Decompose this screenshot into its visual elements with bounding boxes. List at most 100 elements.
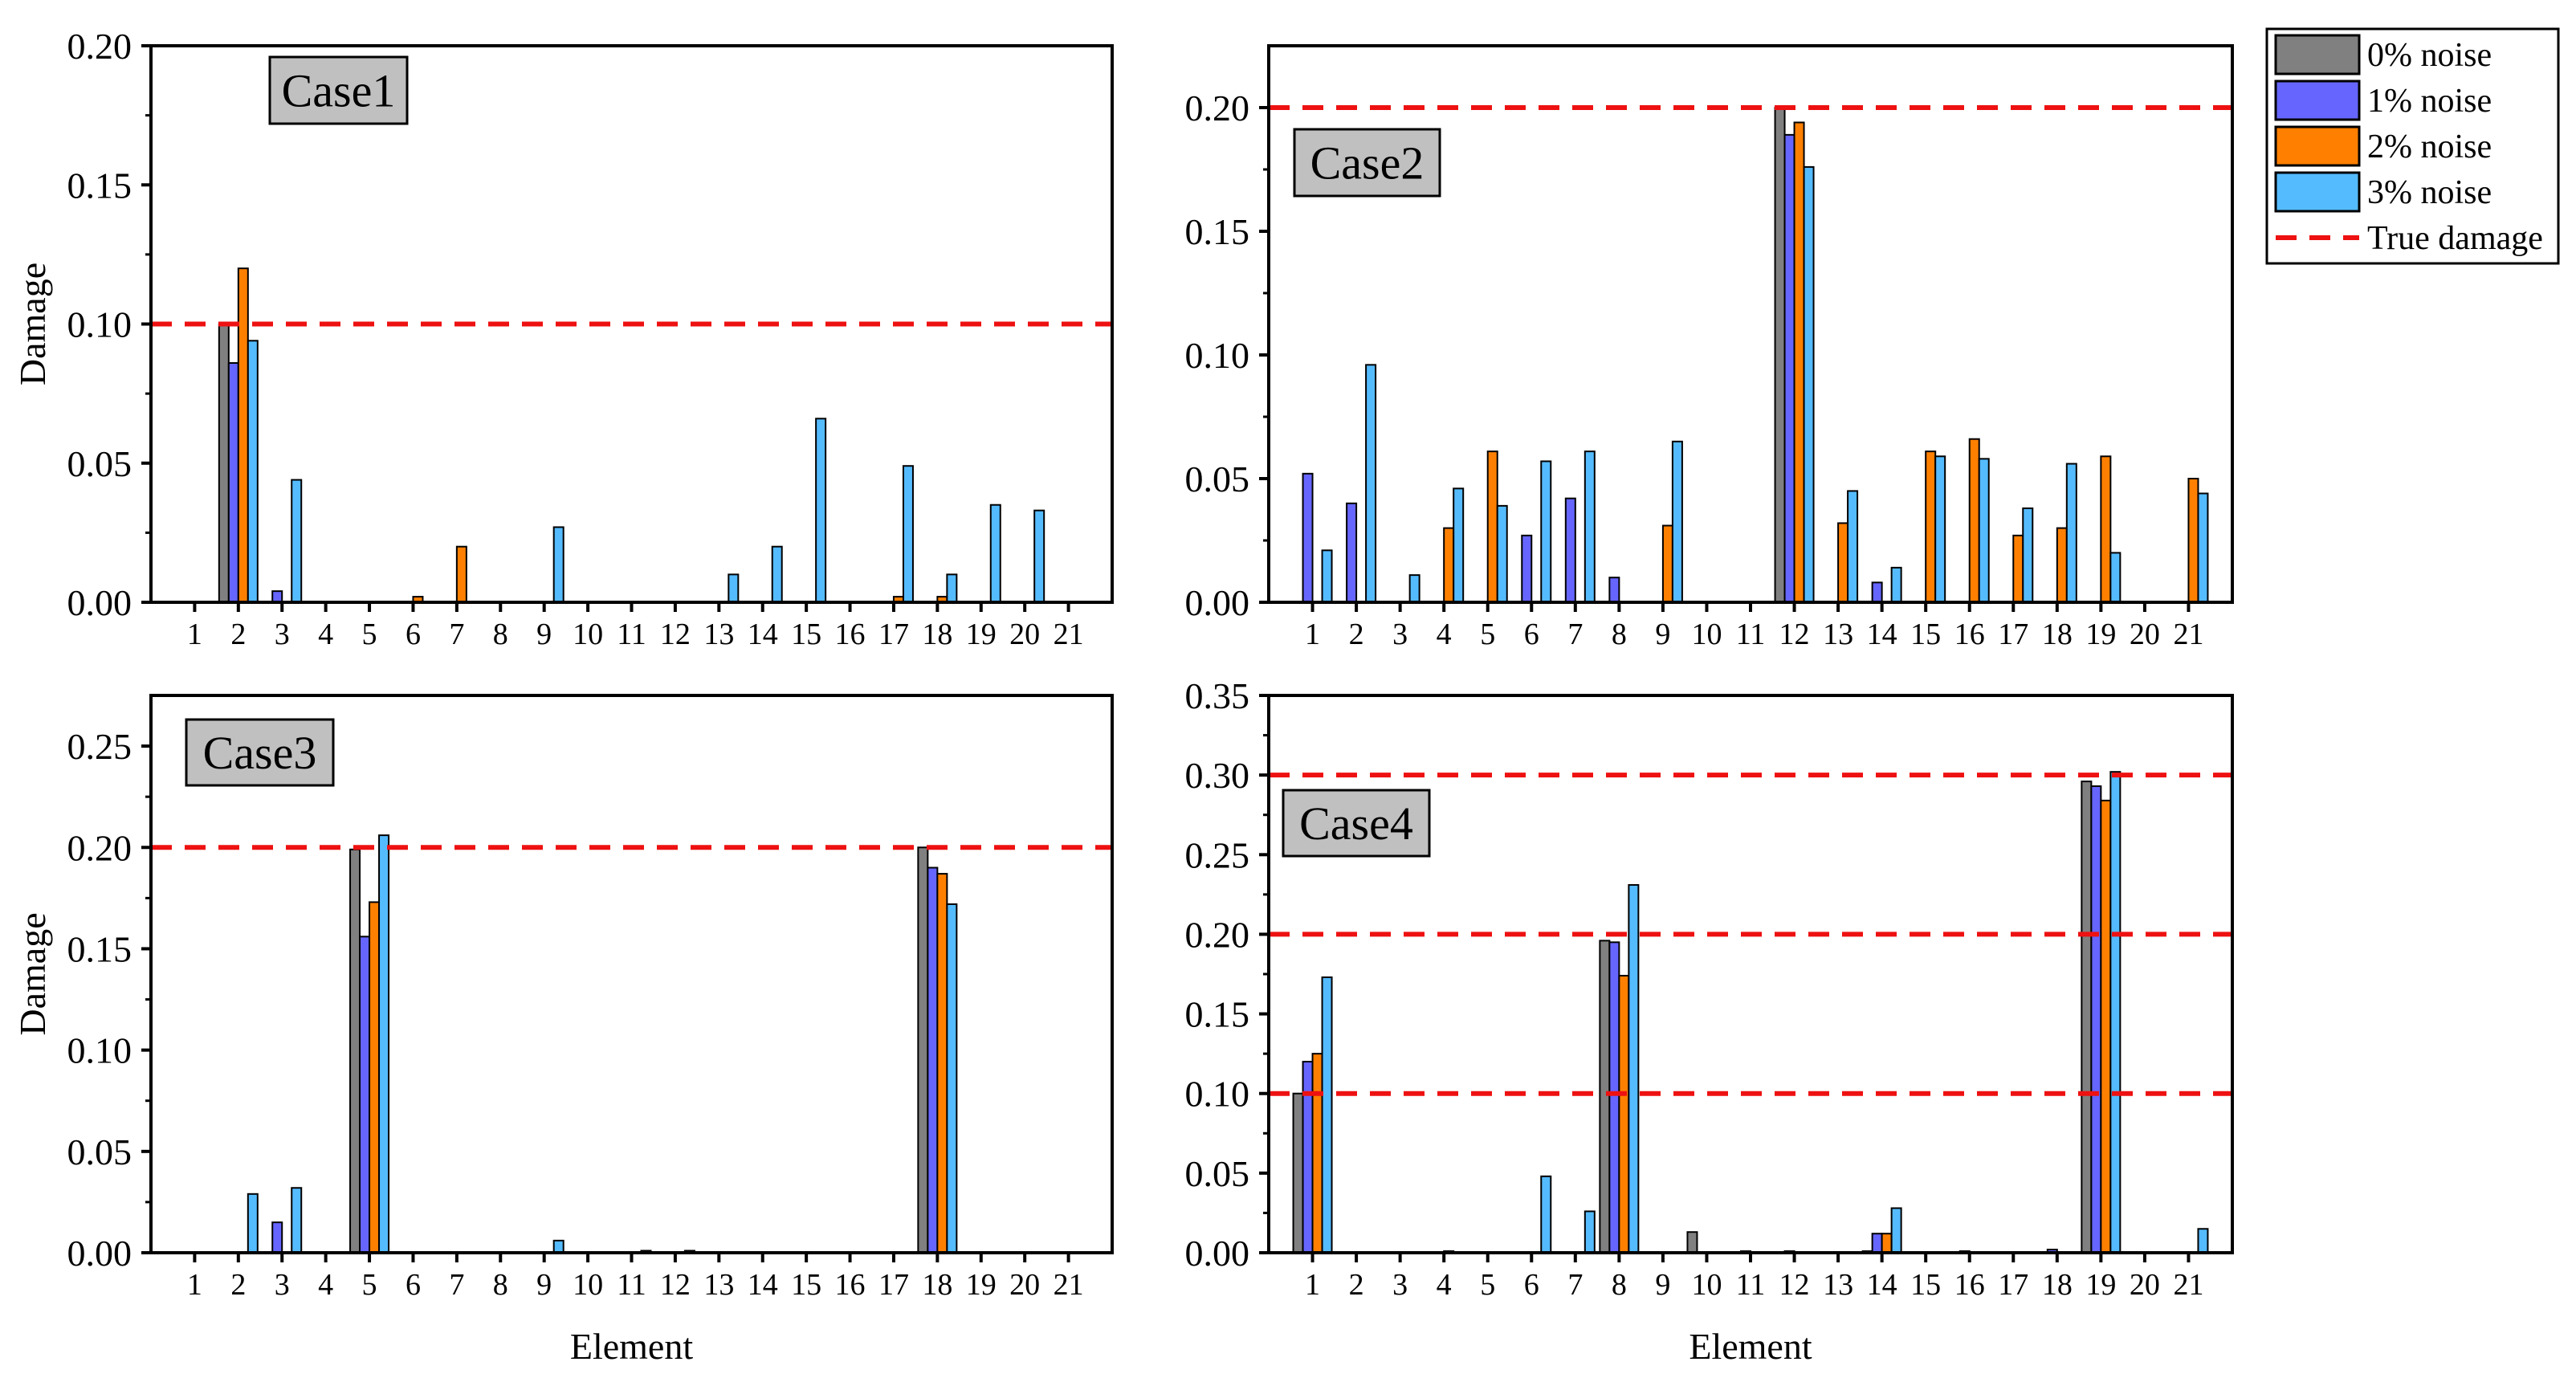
bar-case2-s2-e4: [1443, 527, 1455, 603]
bar-case1-s3-e19: [989, 504, 1001, 603]
x-tick-label: 15: [1910, 1268, 1941, 1302]
bar-case1-s3-e20: [1033, 509, 1045, 604]
x-tick-label: 13: [703, 618, 734, 651]
x-tick-label: 8: [493, 1268, 508, 1302]
legend-swatch-1: [2274, 80, 2361, 121]
x-axis-label: Element: [1689, 1326, 1812, 1367]
bar-case1-s2-e7: [455, 545, 467, 604]
y-tick-label: 0.20: [1185, 88, 1250, 128]
bar-case2-s2-e16: [1968, 438, 1980, 603]
bar-case2-s1-e2: [1346, 502, 1358, 603]
y-tick-label: 0.00: [67, 1233, 132, 1274]
bar-case2-s2-e18: [2056, 527, 2068, 603]
legend-swatch-3: [2274, 171, 2361, 213]
y-tick-label: 0.20: [1185, 914, 1250, 955]
x-tick-label: 3: [1392, 1268, 1408, 1302]
bar-case2-s1-e8: [1608, 577, 1620, 604]
x-tick-label: 14: [1867, 618, 1897, 651]
y-tick-label: 0.15: [1185, 994, 1250, 1035]
bar-case2-s2-e9: [1661, 524, 1673, 604]
x-tick-label: 13: [1823, 1268, 1853, 1302]
x-tick-label: 18: [922, 1268, 952, 1302]
bar-case4-s1-e8: [1608, 941, 1620, 1254]
bar-case2-s3-e9: [1671, 440, 1683, 603]
y-tick-label: 0.00: [1185, 1233, 1250, 1274]
x-tick-label: 11: [1736, 618, 1766, 651]
x-tick-label: 4: [1437, 618, 1452, 651]
bar-case1-s3-e2: [247, 340, 259, 603]
bar-case2-s2-e15: [1925, 451, 1937, 603]
x-tick-label: 21: [2173, 618, 2203, 651]
x-tick-label: 11: [617, 1268, 646, 1302]
bar-case4-s0-e1: [1292, 1092, 1304, 1254]
bar-case4-s3-e8: [1628, 883, 1640, 1254]
x-tick-label: 16: [835, 618, 866, 651]
bar-case3-s2-e18: [936, 873, 948, 1254]
bar-case2-s3-e14: [1890, 566, 1902, 604]
bar-case1-s3-e3: [291, 479, 303, 603]
bar-case2-s3-e21: [2197, 492, 2209, 603]
y-tick-label: 0.05: [67, 1131, 132, 1172]
x-tick-label: 10: [573, 618, 603, 651]
legend-label-2: 2% noise: [2367, 128, 2492, 165]
bar-case2-s2-e17: [2012, 534, 2024, 604]
bar-case2-s3-e17: [2022, 507, 2034, 604]
x-tick-label: 19: [966, 618, 997, 651]
x-tick-label: 21: [1054, 1268, 1084, 1302]
x-tick-label: 21: [2173, 1268, 2203, 1302]
x-tick-label: 3: [1392, 618, 1408, 651]
case-title: Case2: [1310, 137, 1425, 190]
x-tick-label: 9: [536, 618, 552, 651]
bar-case1-s3-e9: [552, 526, 565, 604]
bar-case1-s3-e15: [815, 418, 827, 603]
bar-case2-s2-e19: [2100, 455, 2112, 604]
x-tick-label: 18: [922, 618, 952, 651]
y-tick-label: 0.35: [1185, 675, 1250, 716]
x-tick-label: 19: [2085, 618, 2116, 651]
x-tick-label: 2: [1349, 1268, 1364, 1302]
x-tick-label: 6: [406, 1268, 421, 1302]
bar-case2-s3-e2: [1365, 364, 1377, 603]
bar-case2-s2-e5: [1486, 451, 1498, 603]
bar-case4-s2-e8: [1618, 974, 1630, 1254]
x-tick-label: 7: [1567, 1268, 1583, 1302]
bar-case2-s3-e16: [1978, 458, 1990, 603]
x-tick-label: 14: [748, 618, 778, 651]
x-tick-label: 7: [449, 618, 464, 651]
legend-swatch-2: [2274, 125, 2361, 167]
x-axis-label: Element: [570, 1326, 693, 1367]
case-title-box: [268, 55, 409, 125]
x-tick-label: 1: [187, 618, 202, 651]
bar-case3-s1-e5: [359, 936, 371, 1254]
x-tick-label: 5: [362, 1268, 377, 1302]
x-tick-label: 3: [275, 618, 290, 651]
x-tick-label: 5: [1480, 1268, 1495, 1302]
case-title: Case4: [1299, 797, 1413, 850]
x-tick-label: 17: [878, 618, 909, 651]
bar-case4-s0-e19: [2081, 781, 2093, 1254]
x-tick-label: 6: [1524, 1268, 1539, 1302]
x-tick-label: 12: [1779, 1268, 1810, 1302]
bar-case2-s3-e13: [1847, 490, 1859, 604]
bar-case4-s1-e14: [1871, 1233, 1883, 1254]
y-axis-label: Damage: [12, 263, 53, 385]
case-title: Case1: [282, 65, 396, 117]
bar-case4-s2-e14: [1881, 1233, 1893, 1254]
x-tick-label: 17: [878, 1268, 909, 1302]
case-title-box: [1282, 789, 1431, 858]
bar-case3-s3-e2: [247, 1193, 259, 1254]
bar-case4-s2-e19: [2100, 799, 2112, 1254]
y-tick-label: 0.10: [1185, 1074, 1250, 1115]
x-tick-label: 15: [791, 618, 821, 651]
x-tick-label: 14: [1867, 1268, 1897, 1302]
x-tick-label: 20: [2130, 618, 2160, 651]
bar-case2-s3-e18: [2065, 463, 2077, 604]
bar-case2-s2-e13: [1837, 522, 1849, 603]
bar-case4-s3-e19: [2109, 771, 2122, 1254]
x-tick-label: 20: [1009, 1268, 1040, 1302]
panel-case2: 0.000.050.100.150.201 2 3 4 5 6 7 8 9 10 11 12 13 14 1…: [1185, 44, 2234, 651]
bar-case4-s3-e21: [2197, 1228, 2209, 1254]
bar-case1-s3-e13: [728, 573, 740, 603]
x-tick-label: 8: [1612, 1268, 1627, 1302]
y-tick-label: 0.20: [67, 827, 132, 868]
